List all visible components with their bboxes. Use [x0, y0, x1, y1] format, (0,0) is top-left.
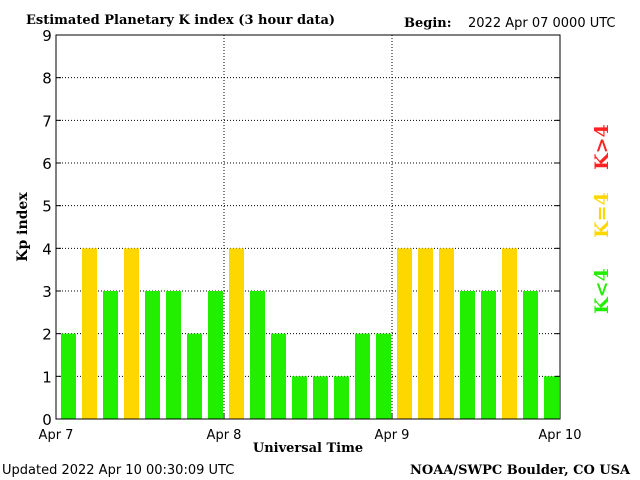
begin-label: Begin: [404, 16, 452, 31]
kp-bar [376, 333, 391, 419]
kp-bar [166, 291, 181, 419]
legend-low: K<4 [591, 268, 613, 314]
kp-bar [460, 291, 475, 419]
x-tick-label: Apr 10 [538, 428, 581, 443]
y-tick-label: 7 [42, 112, 52, 130]
legend-high: K>4 [591, 124, 613, 170]
begin-value: 2022 Apr 07 0000 UTC [468, 16, 616, 31]
y-tick-label: 4 [42, 240, 52, 258]
y-axis-label: Kp index [15, 192, 31, 262]
kp-bar [544, 376, 559, 419]
kp-bar [145, 291, 160, 419]
grid-lines [56, 35, 560, 419]
plot-frame [55, 34, 561, 420]
kp-bar [418, 248, 433, 419]
updated-timestamp: Updated 2022 Apr 10 00:30:09 UTC [2, 463, 234, 478]
x-tick-label: Apr 9 [375, 428, 410, 443]
y-tick-label: 0 [42, 411, 52, 429]
kp-bar [208, 291, 223, 419]
kp-bar [271, 333, 286, 419]
x-axis-ticks: Apr 7 Apr 8 Apr 9 Apr 10 [39, 414, 582, 443]
y-tick-label: 5 [42, 198, 52, 216]
y-tick-label: 6 [42, 155, 52, 173]
y-tick-label: 2 [42, 326, 52, 344]
x-tick-label: Apr 8 [207, 428, 242, 443]
kp-bar [481, 291, 496, 419]
kp-bar [397, 248, 412, 419]
kp-bar [61, 333, 76, 419]
kp-bar [355, 333, 370, 419]
x-axis-label: Universal Time [253, 441, 363, 456]
y-axis-ticks: 0 1 2 3 4 5 6 7 8 9 [42, 27, 560, 429]
x-tick-label: Apr 7 [39, 428, 74, 443]
kp-bar [313, 376, 328, 419]
kp-bar [502, 248, 517, 419]
chart-title: Estimated Planetary K index (3 hour data… [26, 13, 335, 28]
kp-bar [292, 376, 307, 419]
kp-bar [229, 248, 244, 419]
bar-series [61, 248, 559, 419]
kp-bar [250, 291, 265, 419]
kp-bar [439, 248, 454, 419]
kp-bar [523, 291, 538, 419]
y-tick-label: 9 [42, 27, 52, 45]
kp-bar [82, 248, 97, 419]
y-tick-label: 1 [42, 368, 52, 386]
kp-bar [334, 376, 349, 419]
kp-bar [103, 291, 118, 419]
kp-bar [187, 333, 202, 419]
kp-bar [124, 248, 139, 419]
legend-equal: K=4 [591, 192, 613, 238]
y-tick-label: 3 [42, 283, 52, 301]
source-credit: NOAA/SWPC Boulder, CO USA [410, 463, 631, 478]
y-tick-label: 8 [42, 70, 52, 88]
